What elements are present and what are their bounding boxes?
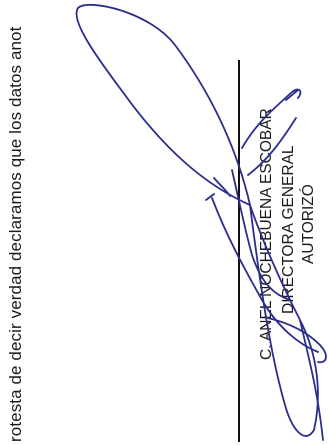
- declaration-text: rotesta de decir verdad declaramos que l…: [6, 26, 25, 442]
- signature-line: [238, 60, 240, 442]
- signatory-name: C. ANEL NOCHEBUENA ESCOBAR: [258, 108, 275, 360]
- authorization-label: AUTORIZÓ: [300, 184, 317, 264]
- signatory-title: DIRECTORA GENERAL: [280, 145, 297, 314]
